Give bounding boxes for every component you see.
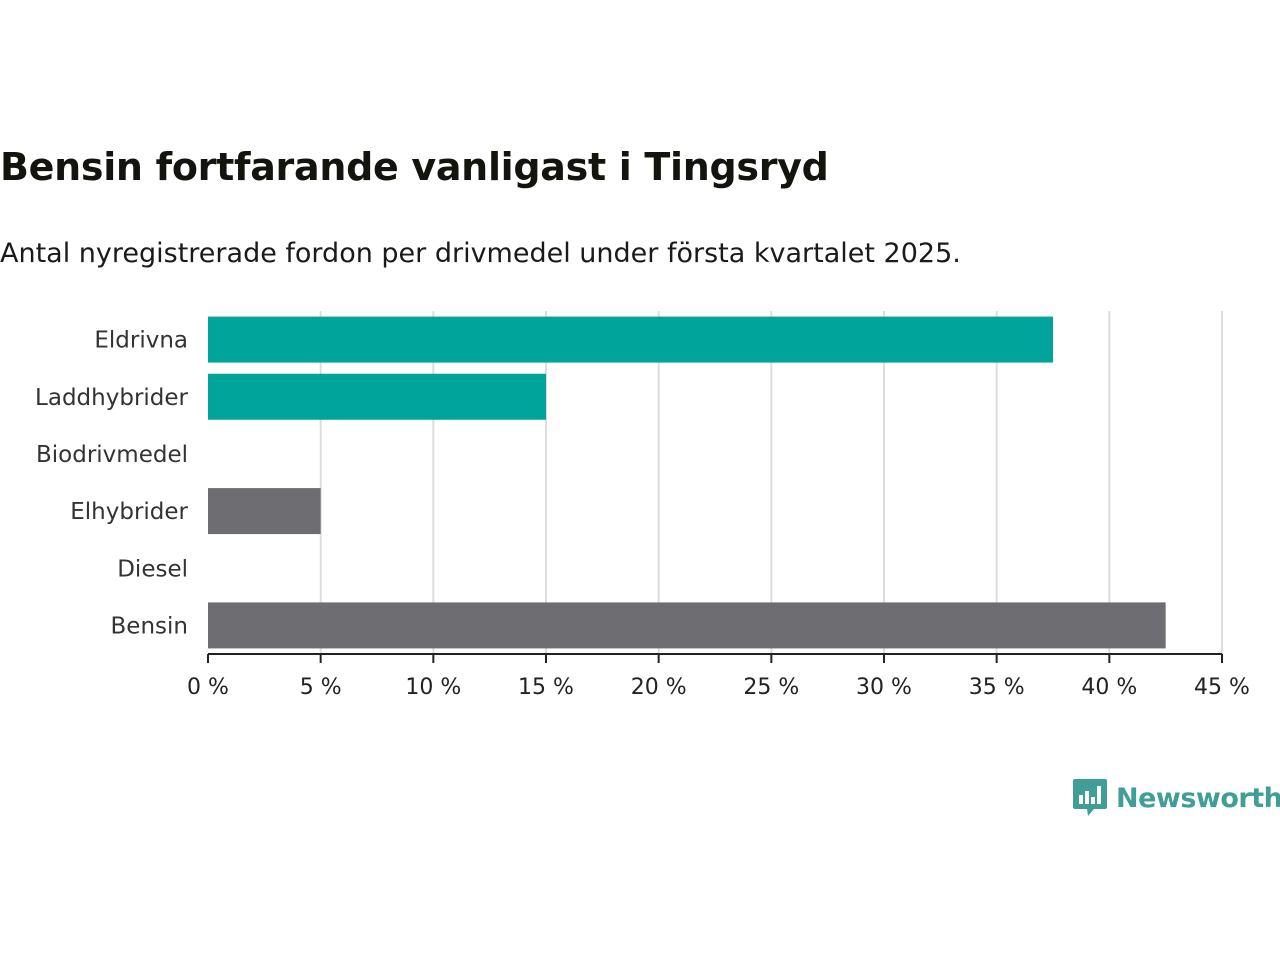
category-label: Diesel bbox=[117, 556, 188, 582]
x-tick-label: 45 % bbox=[1194, 675, 1250, 700]
x-tick-label: 25 % bbox=[743, 675, 799, 700]
category-label: Biodrivmedel bbox=[36, 442, 188, 468]
x-tick-label: 0 % bbox=[187, 675, 229, 700]
x-tick-label: 10 % bbox=[405, 675, 461, 700]
newsworthy-logo-icon bbox=[1073, 779, 1107, 816]
bar-bensin bbox=[208, 602, 1166, 649]
x-tick-label: 30 % bbox=[856, 675, 912, 700]
category-labels: Eldrivna Laddhybrider Biodrivmedel Elhybrid… bbox=[35, 328, 188, 640]
category-label: Bensin bbox=[111, 613, 188, 639]
x-tick-label: 15 % bbox=[518, 675, 574, 700]
chart-title: Bensin fortfarande vanligast i Tingsryd bbox=[0, 145, 829, 189]
category-label: Eldrivna bbox=[94, 328, 188, 354]
gridlines bbox=[319, 311, 1223, 654]
x-tick-label: 20 % bbox=[631, 675, 687, 700]
bar-eldrivna bbox=[208, 316, 1053, 363]
x-tick-label: 40 % bbox=[1081, 675, 1137, 700]
bars bbox=[208, 316, 1166, 649]
newsworthy-logo: Newsworthy bbox=[1072, 776, 1280, 820]
bar-elhybrider bbox=[208, 488, 321, 535]
brand-name: Newsworthy bbox=[1116, 782, 1280, 814]
x-axis: 0 % 5 % 10 % 15 % 20 % 25 % 30 % 35 % 40 % 45 % bbox=[187, 653, 1250, 700]
x-tick-label: 35 % bbox=[969, 675, 1025, 700]
category-label: Elhybrider bbox=[70, 499, 188, 525]
x-tick-label: 5 % bbox=[300, 675, 342, 700]
chart-subtitle: Antal nyregistrerade fordon per drivmede… bbox=[0, 238, 961, 269]
category-label: Laddhybrider bbox=[35, 385, 188, 411]
bar-laddhybrider bbox=[208, 373, 546, 420]
